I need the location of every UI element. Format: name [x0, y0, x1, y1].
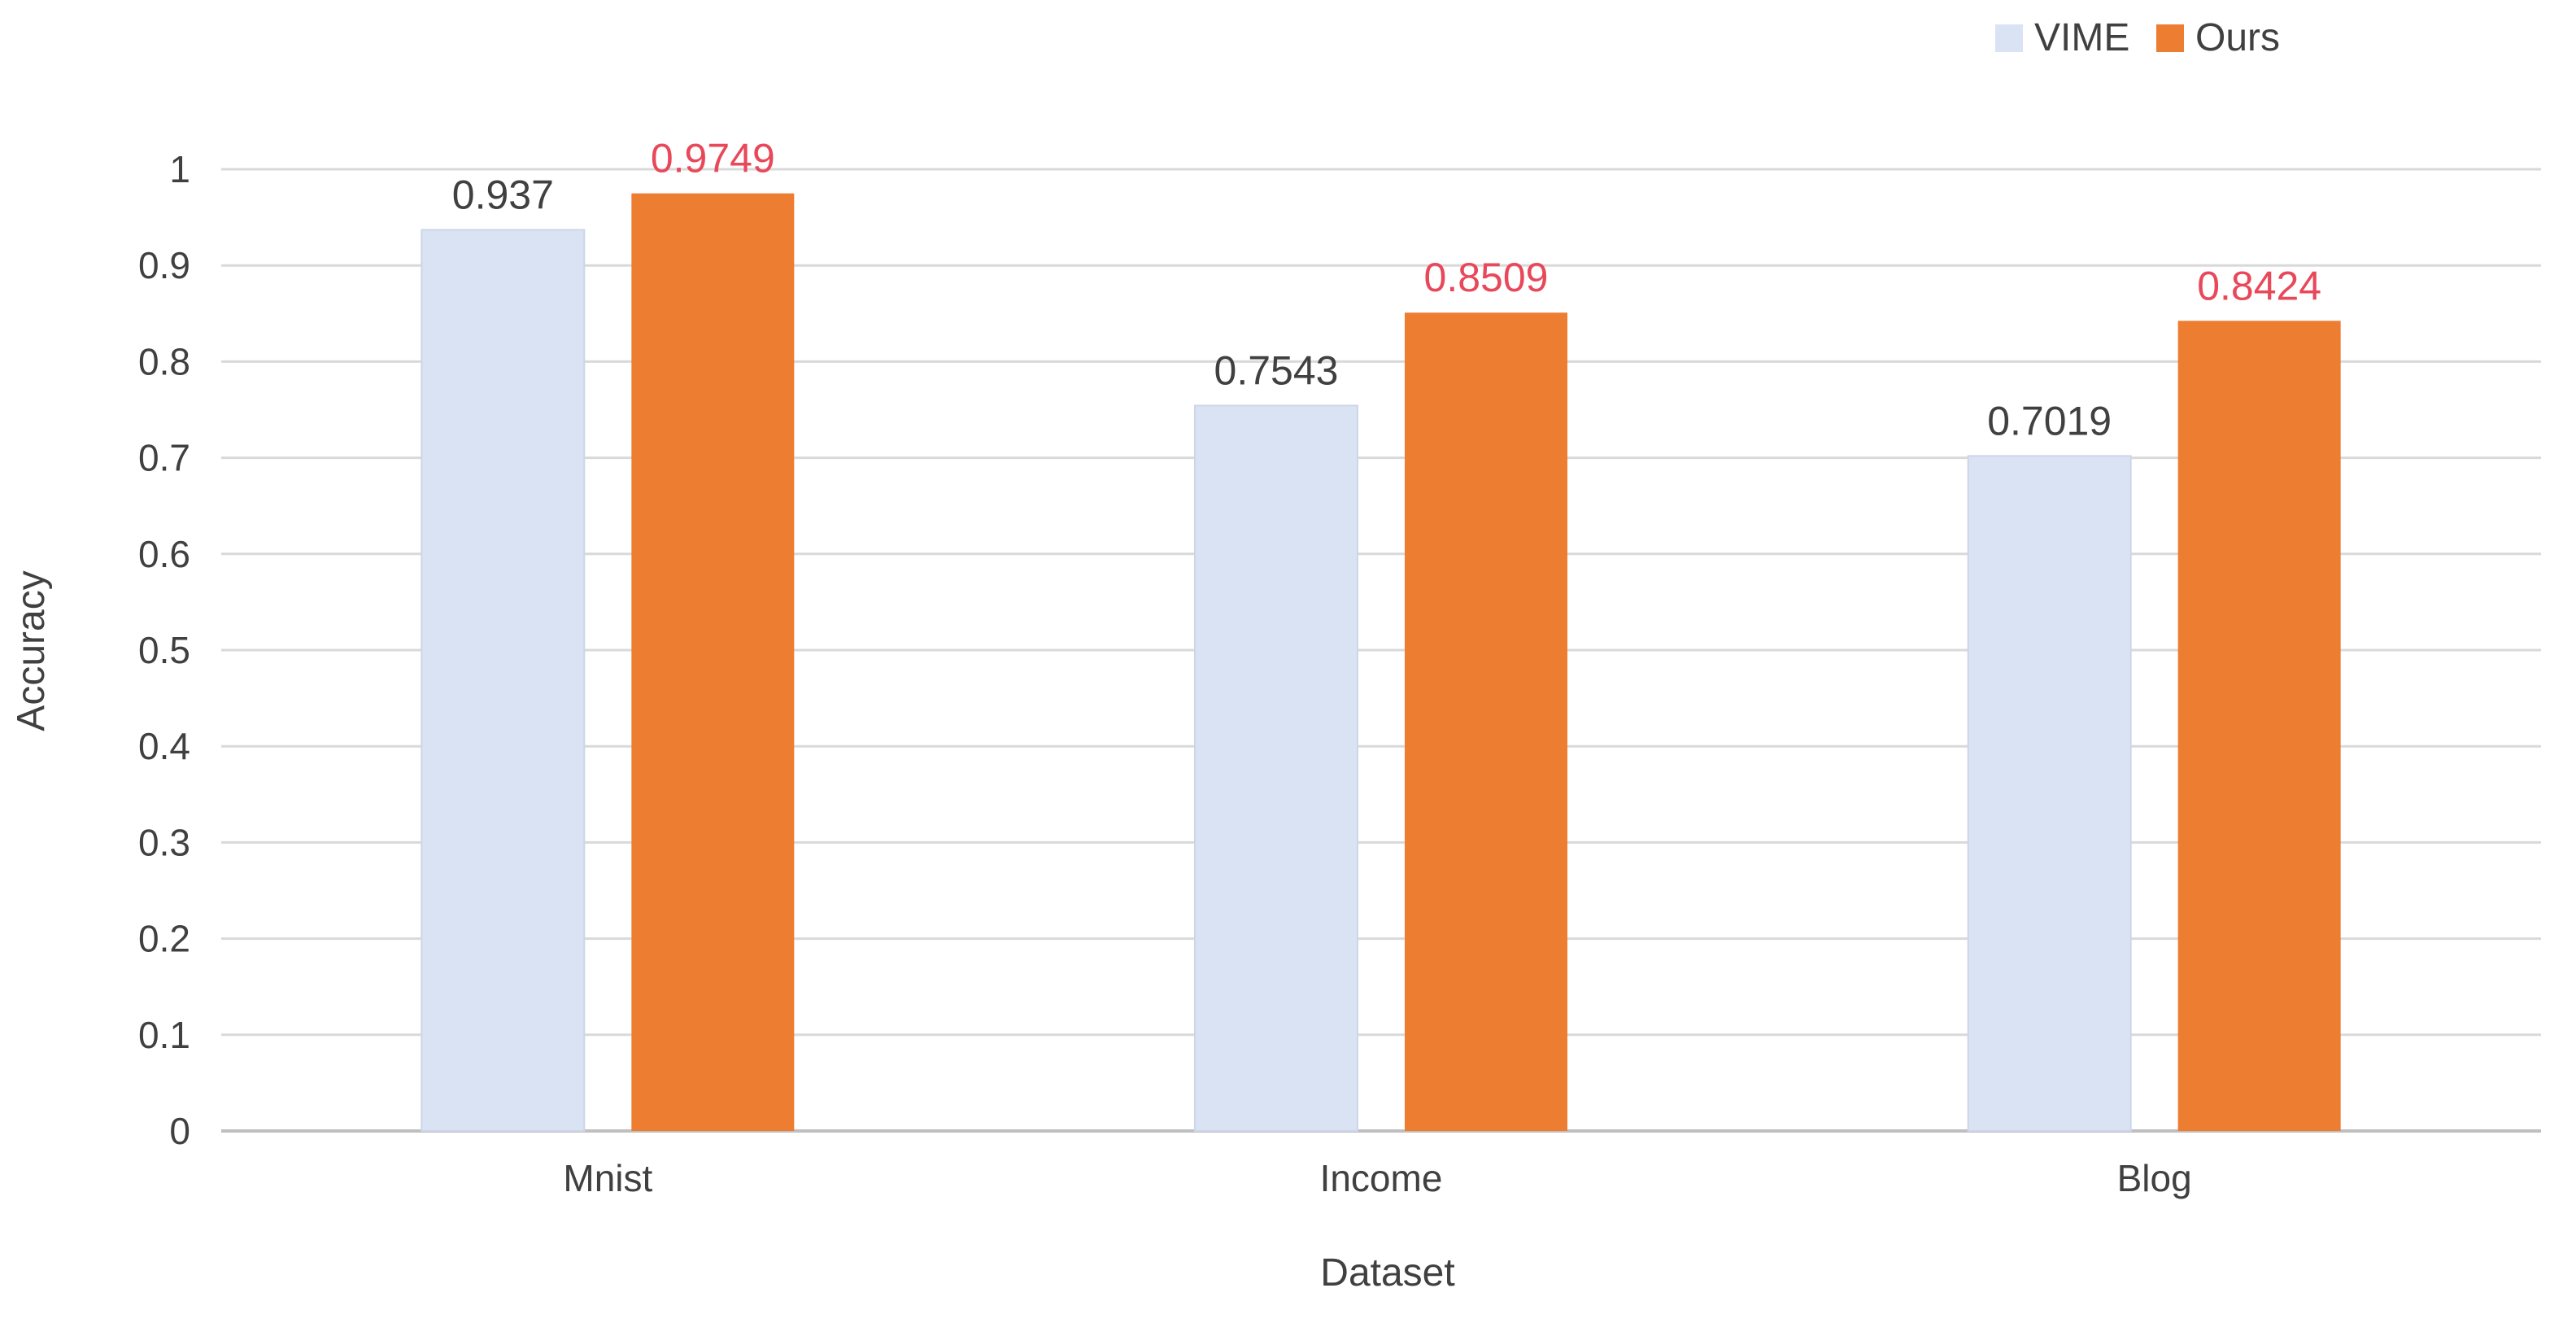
gridlines [221, 168, 2541, 1133]
x-tick-label: Mnist [563, 1157, 652, 1199]
y-tick-label: 0.3 [138, 821, 190, 863]
legend-swatch [2156, 24, 2184, 52]
bars [421, 193, 2341, 1133]
x-axis-label: Dataset [1320, 1251, 1454, 1295]
data-label-ours-blog: 0.8424 [2197, 263, 2321, 308]
legend: VIME Ours [1995, 16, 2280, 59]
x-axis-ticks: Mnist Income Blog [563, 1157, 2191, 1199]
y-axis-ticks: 0 0.1 0.2 0.3 0.4 0.5 0.6 0.7 0.8 0.9 1 [138, 148, 190, 1152]
y-tick-label: 0.8 [138, 340, 190, 382]
y-tick-label: 0.4 [138, 725, 190, 767]
bar-vime-mnist [421, 229, 586, 1133]
y-tick-label: 1 [169, 148, 190, 190]
data-label-ours-mnist: 0.9749 [651, 136, 775, 181]
x-tick-label: Income [1320, 1157, 1443, 1199]
legend-item-vime: VIME [1995, 16, 2129, 59]
y-tick-label: 0.1 [138, 1014, 190, 1056]
legend-label: Ours [2195, 16, 2280, 59]
y-tick-label: 0.2 [138, 918, 190, 960]
data-labels: 0.937 0.9749 0.7543 0.8509 0.7019 0.8424 [452, 136, 2321, 444]
data-label-vime-mnist: 0.937 [452, 172, 554, 217]
x-tick-label: Blog [2117, 1157, 2192, 1199]
y-tick-label: 0.5 [138, 629, 190, 671]
legend-label: VIME [2034, 16, 2129, 59]
legend-swatch [1995, 24, 2023, 52]
bar-ours-blog [2177, 321, 2341, 1131]
legend-item-ours: Ours [2156, 16, 2280, 59]
y-axis-label: Accuracy [10, 570, 53, 731]
bar-vime-blog [1967, 455, 2132, 1132]
y-tick-label: 0.9 [138, 244, 190, 286]
y-tick-label: 0 [169, 1110, 190, 1152]
y-tick-label: 0.6 [138, 533, 190, 575]
data-label-vime-income: 0.7543 [1214, 347, 1339, 393]
bar-ours-mnist [631, 193, 795, 1131]
bar-ours-income [1405, 312, 1567, 1131]
y-tick-label: 0.7 [138, 437, 190, 479]
bar-vime-income [1194, 404, 1358, 1132]
data-label-vime-blog: 0.7019 [1987, 398, 2112, 443]
data-label-ours-income: 0.8509 [1424, 255, 1549, 300]
